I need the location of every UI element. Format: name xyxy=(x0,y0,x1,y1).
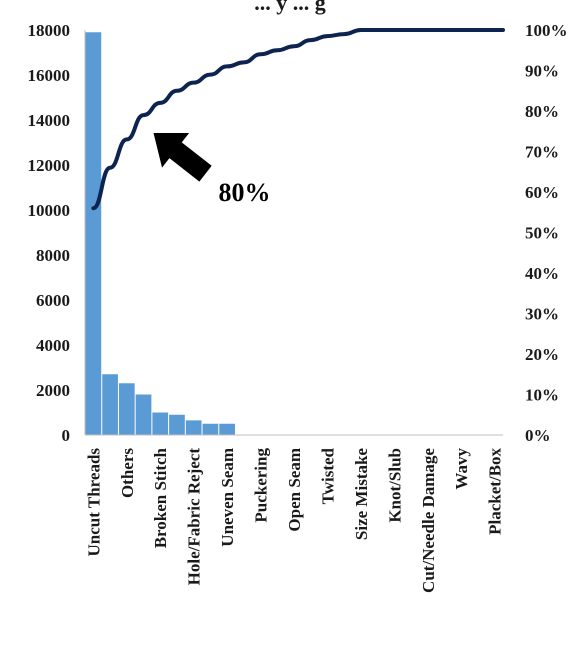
right-tick-label-10: 100% xyxy=(525,21,568,40)
axes-layer xyxy=(85,30,503,435)
annotation-arrow-shape xyxy=(140,116,219,191)
category-label-0: Uncut Threads xyxy=(84,448,103,557)
category-label-22: Wavy xyxy=(452,448,471,490)
right-axis-ticks: 0% 10% 20% 30% 40% 50% 60% 70% 80% 90% 100% xyxy=(525,21,568,445)
category-label-2: Others xyxy=(118,448,137,498)
bar-2 xyxy=(119,383,135,435)
right-tick-label-6: 60% xyxy=(525,183,559,202)
left-tick-label-2: 4000 xyxy=(36,336,70,355)
category-label-14: Twisted xyxy=(318,447,337,504)
left-tick-label-1: 2000 xyxy=(36,381,70,400)
bar-3 xyxy=(136,395,152,436)
annotation-arrow xyxy=(140,116,219,191)
right-tick-label-0: 0% xyxy=(525,426,551,445)
bar-7 xyxy=(203,424,219,435)
bars-layer xyxy=(86,32,235,435)
bar-1 xyxy=(102,374,118,435)
bar-8 xyxy=(219,424,235,435)
bar-6 xyxy=(186,420,202,435)
category-labels: Uncut Threads Others Broken Stitch Hole/Fab… xyxy=(84,447,504,592)
cumulative-line xyxy=(93,30,503,208)
bar-4 xyxy=(152,413,168,436)
left-tick-label-0: 0 xyxy=(62,426,71,445)
category-label-20: Cut/Needle Damage xyxy=(419,448,438,593)
right-tick-label-1: 10% xyxy=(525,386,559,405)
right-tick-label-3: 30% xyxy=(525,305,559,324)
right-tick-label-8: 80% xyxy=(525,102,559,121)
category-label-24: Placket/Box xyxy=(486,448,505,535)
annotation-label: 80% xyxy=(219,178,271,207)
category-label-4: Broken Stitch xyxy=(151,447,170,548)
category-label-8: Uneven Seam xyxy=(218,448,237,547)
annotation-layer: 80% xyxy=(140,116,271,207)
category-label-18: Knot/Slub xyxy=(385,448,404,523)
right-tick-label-4: 40% xyxy=(525,264,559,283)
right-tick-label-7: 70% xyxy=(525,143,559,162)
right-tick-label-5: 50% xyxy=(525,224,559,243)
bar-0 xyxy=(86,32,102,435)
left-tick-label-9: 18000 xyxy=(28,21,71,40)
left-tick-label-3: 6000 xyxy=(36,291,70,310)
category-label-12: Open Seam xyxy=(285,448,304,532)
left-tick-label-5: 10000 xyxy=(28,201,71,220)
right-tick-label-2: 20% xyxy=(525,345,559,364)
cumulative-line-layer xyxy=(93,30,503,208)
category-label-10: Puckering xyxy=(252,448,271,523)
left-axis-ticks: 0 2000 4000 6000 8000 10000 12000 14000 16000 180… xyxy=(28,21,71,445)
bar-5 xyxy=(169,415,185,435)
left-tick-label-4: 8000 xyxy=(36,246,70,265)
category-label-6: Hole/Fabric Reject xyxy=(185,448,204,586)
chart-title: ... y ... g xyxy=(254,0,326,15)
left-tick-label-7: 14000 xyxy=(28,111,71,130)
left-tick-label-6: 12000 xyxy=(28,156,71,175)
left-tick-label-8: 16000 xyxy=(28,66,71,85)
category-label-16: Size Mistake xyxy=(352,448,371,541)
right-tick-label-9: 90% xyxy=(525,62,559,81)
